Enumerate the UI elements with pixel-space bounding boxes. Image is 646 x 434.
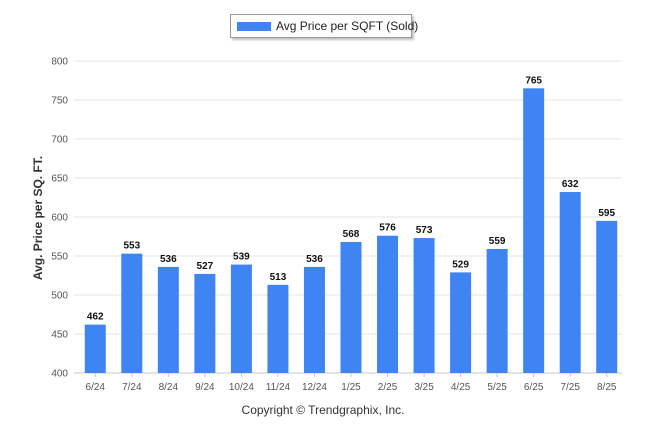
x-tick-label: 1/25 (341, 382, 361, 393)
y-tick-label: 800 (51, 57, 68, 68)
legend-swatch (237, 22, 271, 31)
x-tick-label: 8/24 (159, 382, 179, 393)
bar-value-label: 529 (452, 259, 469, 270)
bar (84, 324, 106, 373)
x-tick-label: 2/25 (378, 382, 398, 393)
y-tick-label: 500 (51, 291, 68, 302)
bar-value-label: 539 (233, 252, 250, 263)
bar-value-label: 632 (562, 179, 579, 190)
y-tick-label: 550 (51, 252, 68, 263)
bar-value-label: 513 (270, 272, 287, 283)
bar (121, 253, 143, 373)
bar (523, 88, 545, 374)
bar (486, 248, 508, 373)
bar-value-label: 573 (416, 225, 433, 236)
chart-legend: Avg Price per SQFT (Sold) (230, 14, 418, 38)
bar (413, 238, 435, 373)
x-tick-label: 8/25 (597, 382, 617, 393)
bar-value-label: 559 (489, 236, 506, 247)
bar (377, 235, 399, 373)
legend-label: Avg Price per SQFT (Sold) (276, 19, 419, 33)
x-tick-label: 6/25 (524, 382, 544, 393)
bar (267, 284, 289, 373)
x-tick-label: 3/25 (414, 382, 434, 393)
x-tick-label: 4/25 (451, 382, 471, 393)
bar-value-label: 576 (379, 223, 396, 234)
x-tick-label: 6/24 (86, 382, 106, 393)
y-tick-label: 450 (51, 330, 68, 341)
y-tick-label: 400 (51, 369, 68, 380)
copyright-text: Copyright © Trendgraphix, Inc. (241, 403, 405, 417)
x-tick-label: 12/24 (302, 382, 327, 393)
bar-value-label: 462 (87, 312, 104, 323)
bar-value-label: 536 (306, 254, 323, 265)
y-tick-label: 750 (51, 96, 68, 107)
bar-value-label: 568 (343, 229, 360, 240)
y-tick-label: 600 (51, 213, 68, 224)
y-tick-label: 650 (51, 174, 68, 185)
bar (559, 192, 581, 373)
bar (157, 266, 179, 373)
y-tick-label: 700 (51, 135, 68, 146)
bar-value-label: 595 (598, 208, 615, 219)
bar (303, 266, 325, 373)
x-tick-label: 11/24 (266, 382, 291, 393)
x-tick-label: 7/24 (122, 382, 142, 393)
bar-value-label: 527 (197, 261, 214, 272)
bar (340, 241, 362, 373)
bar-value-label: 536 (160, 254, 177, 265)
x-tick-label: 5/25 (487, 382, 507, 393)
bar (596, 220, 618, 373)
x-tick-label: 10/24 (229, 382, 254, 393)
bar-value-label: 765 (525, 75, 542, 86)
bar (230, 264, 252, 373)
bar-chart: 400 450 500 550 600 650 700 750 800 462 6/24 553 7/2… (51, 57, 622, 393)
bar (194, 273, 216, 373)
x-tick-label: 9/24 (195, 382, 215, 393)
bar-value-label: 553 (123, 241, 140, 252)
bar (450, 272, 472, 373)
x-tick-label: 7/25 (560, 382, 580, 393)
